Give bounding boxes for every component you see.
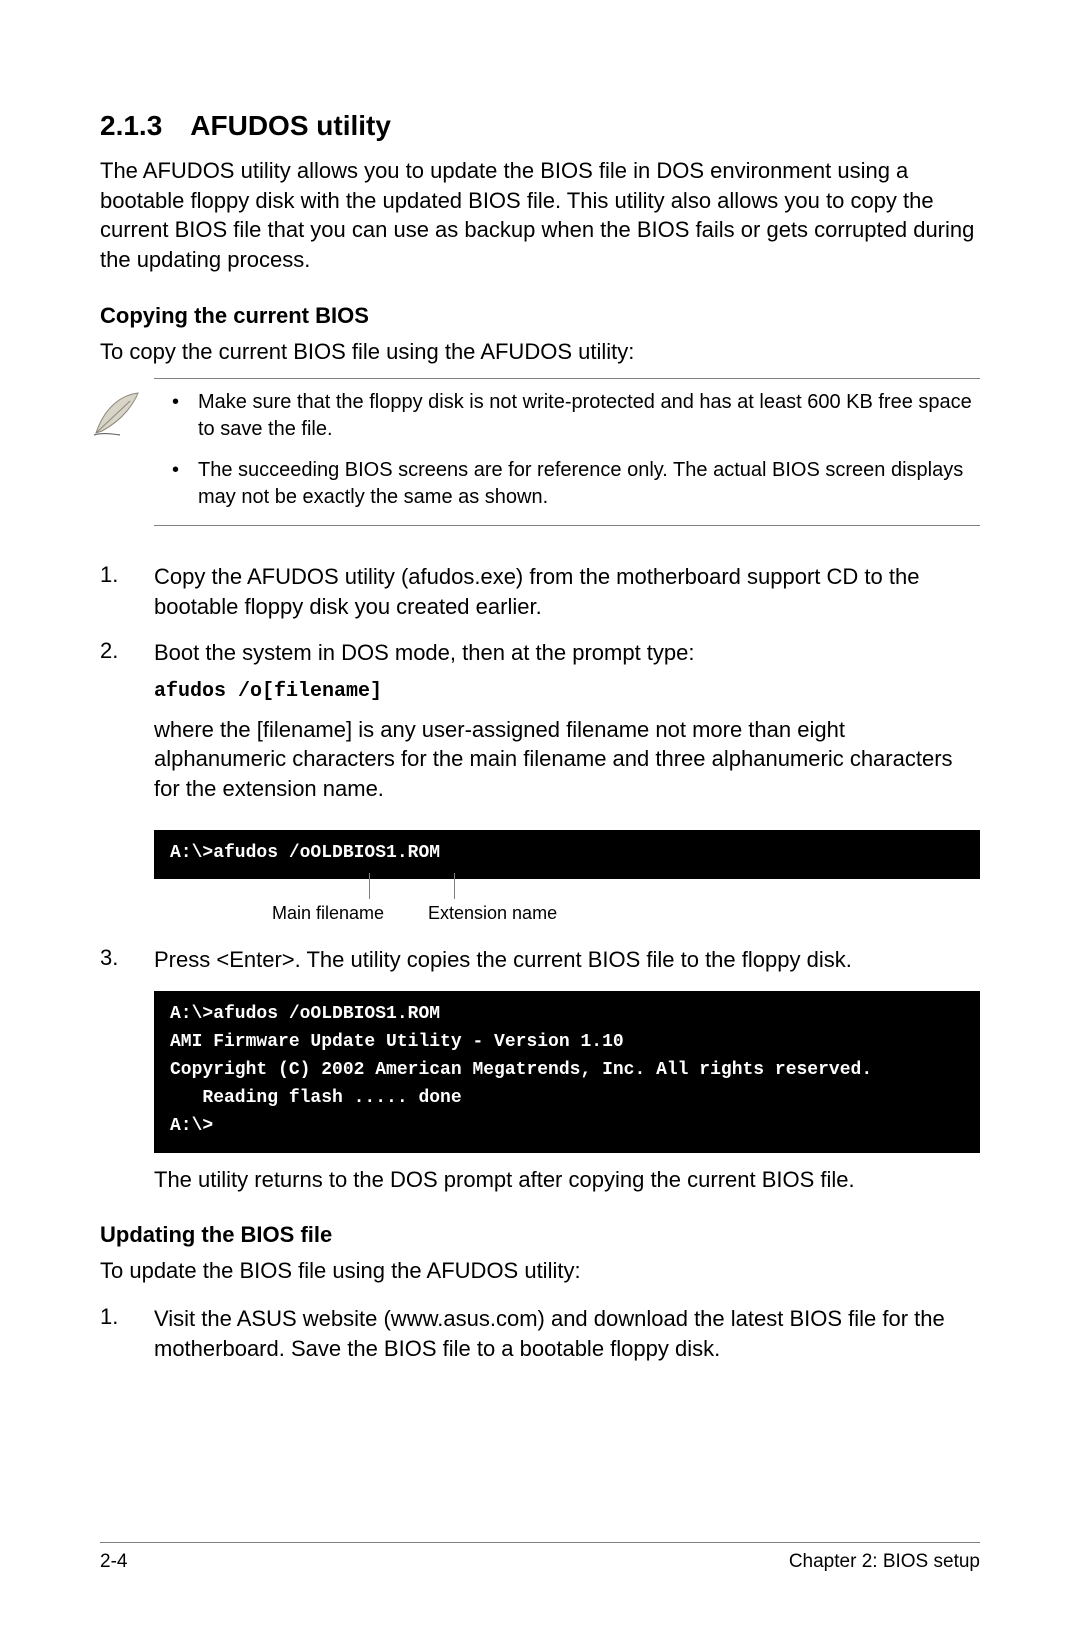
terminal-line: Copyright (C) 2002 American Megatrends, … [170, 1060, 872, 1080]
annot-main-filename: Main filename [272, 903, 384, 924]
terminal-output: A:\>afudos /oOLDBIOS1.ROM [154, 830, 980, 880]
note-box: Make sure that the floppy disk is not wr… [154, 378, 980, 526]
update-lead: To update the BIOS file using the AFUDOS… [100, 1256, 980, 1286]
terminal-line: A:\> [170, 1116, 213, 1136]
terminal-output: A:\>afudos /oOLDBIOS1.ROM AMI Firmware U… [154, 991, 980, 1152]
copy-subheading: Copying the current BIOS [100, 303, 980, 329]
step-after-text: where the [filename] is any user-assigne… [154, 715, 980, 804]
section-number: 2.1.3 [100, 110, 162, 142]
step-2: 2. Boot the system in DOS mode, then at … [100, 638, 980, 814]
copy-steps: 1. Copy the AFUDOS utility (afudos.exe) … [100, 562, 980, 813]
page-footer: 2-4 Chapter 2: BIOS setup [100, 1542, 980, 1573]
step-body: Visit the ASUS website (www.asus.com) an… [154, 1304, 980, 1363]
step-text: Boot the system in DOS mode, then at the… [154, 638, 980, 668]
terminal-line: AMI Firmware Update Utility - Version 1.… [170, 1032, 624, 1052]
step-1: 1. Copy the AFUDOS utility (afudos.exe) … [100, 562, 980, 621]
step-number: 1. [100, 562, 154, 621]
note-item: The succeeding BIOS screens are for refe… [154, 457, 980, 511]
terminal-example-1: A:\>afudos /oOLDBIOS1.ROM Main filename … [154, 830, 980, 934]
note-list: Make sure that the floppy disk is not wr… [154, 389, 980, 511]
feather-pen-icon [90, 389, 144, 439]
note-item: Make sure that the floppy disk is not wr… [154, 389, 980, 443]
page-number: 2-4 [100, 1551, 127, 1573]
chapter-label: Chapter 2: BIOS setup [789, 1551, 980, 1573]
annot-extension-name: Extension name [428, 903, 557, 924]
section-heading: 2.1.3 AFUDOS utility [100, 110, 980, 142]
copy-steps-cont: 3. Press <Enter>. The utility copies the… [100, 945, 980, 975]
terminal-example-2: A:\>afudos /oOLDBIOS1.ROM AMI Firmware U… [154, 991, 980, 1152]
terminal-line: A:\>afudos /oOLDBIOS1.ROM [170, 1004, 440, 1024]
intro-paragraph: The AFUDOS utility allows you to update … [100, 156, 980, 275]
update-steps: 1. Visit the ASUS website (www.asus.com)… [100, 1304, 980, 1363]
step-number: 2. [100, 638, 154, 814]
update-subheading: Updating the BIOS file [100, 1222, 980, 1248]
step-number: 3. [100, 945, 154, 975]
copy-lead: To copy the current BIOS file using the … [100, 337, 980, 367]
annot-connector [454, 873, 455, 899]
section-title: AFUDOS utility [190, 110, 391, 141]
update-step-1: 1. Visit the ASUS website (www.asus.com)… [100, 1304, 980, 1363]
step-body: Press <Enter>. The utility copies the cu… [154, 945, 980, 975]
terminal-line: A:\>afudos /oOLDBIOS1.ROM [170, 843, 440, 863]
after-terminal2-text: The utility returns to the DOS prompt af… [154, 1165, 980, 1195]
step-3: 3. Press <Enter>. The utility copies the… [100, 945, 980, 975]
step-body: Copy the AFUDOS utility (afudos.exe) fro… [154, 562, 980, 621]
code-command: afudos /o[filename] [154, 678, 980, 705]
terminal-annotations: Main filename Extension name [154, 879, 980, 933]
terminal-line: Reading flash ..... done [170, 1088, 462, 1108]
annot-connector [369, 873, 370, 899]
step-body: Boot the system in DOS mode, then at the… [154, 638, 980, 814]
step-number: 1. [100, 1304, 154, 1363]
